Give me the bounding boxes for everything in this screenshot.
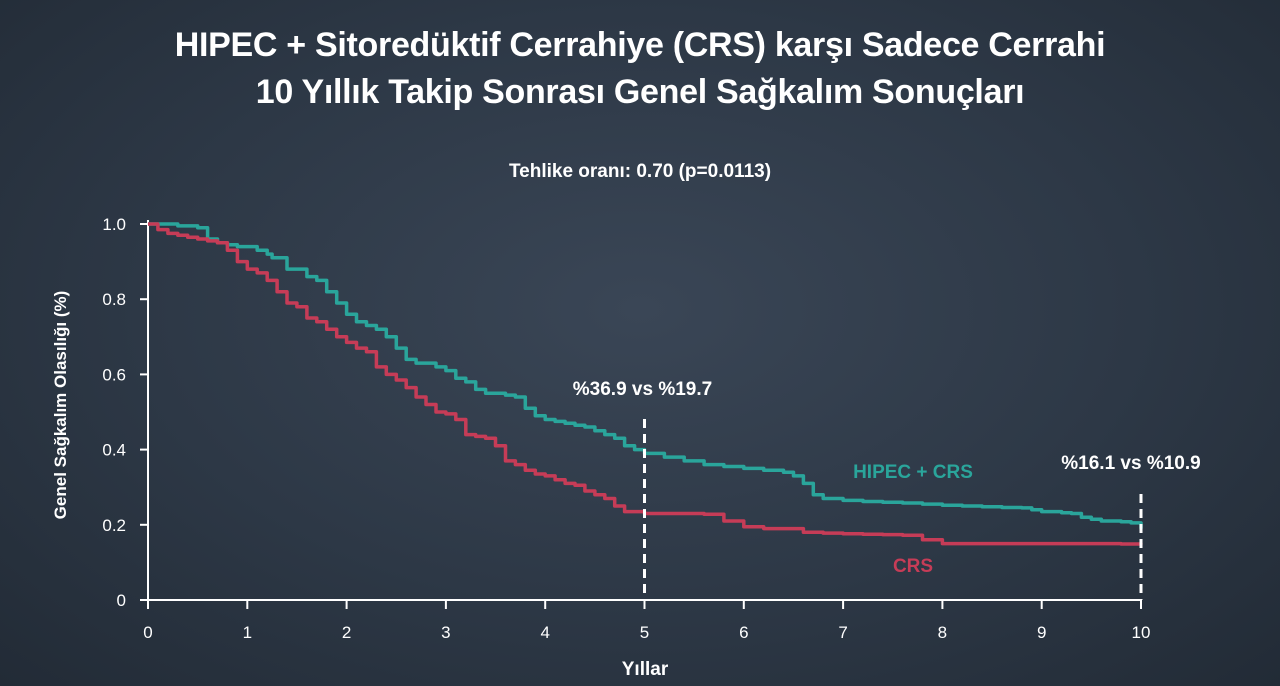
annotation-label-10: %16.1 vs %10.9 (1061, 453, 1200, 474)
chart-subtitle: Tehlike oranı: 0.70 (p=0.0113) (508, 161, 772, 182)
y-axis-label: Genel Sağkalım Olasılığı (%) (51, 291, 70, 520)
y-tick-label: 0.6 (102, 365, 126, 384)
x-tick-label: 1 (243, 623, 252, 642)
survival-curves (148, 222, 1143, 546)
survival-curve-crs (148, 222, 1143, 546)
x-tick-label: 0 (143, 623, 152, 642)
x-tick-label: 9 (1037, 623, 1046, 642)
chart-title-line2: 10 Yıllık Takip Sonrası Genel Sağkalım S… (255, 73, 1025, 111)
x-tick-label: 10 (1132, 623, 1151, 642)
x-tick-label: 3 (441, 623, 450, 642)
annotation-label-5: %36.9 vs %19.7 (573, 379, 712, 400)
x-tick-label: 5 (640, 623, 649, 642)
y-tick-label: 0 (117, 591, 126, 610)
chart-title: HIPEC + Sitoredüktif Cerrahiye (CRS) kar… (174, 26, 1106, 64)
y-tick-label: 1.0 (102, 215, 126, 234)
x-tick-label: 6 (739, 623, 748, 642)
y-tick-label: 0.8 (102, 290, 126, 309)
x-axis-ticks: 0 1 2 3 4 5 6 7 8 9 10 (143, 600, 1150, 642)
survival-curve-hipec-crs (148, 222, 1143, 529)
y-axis-ticks: 0 0.2 0.4 0.6 0.8 1.0 (102, 215, 148, 610)
annotations: %36.9 vs %19.7 %16.1 vs %10.9 (573, 379, 1201, 600)
series-label-hipec-crs: HIPEC + CRS (853, 462, 973, 483)
x-tick-label: 7 (838, 623, 847, 642)
x-tick-label: 2 (342, 623, 351, 642)
x-axis-label: Yıllar (622, 659, 669, 680)
series-label-crs: CRS (893, 556, 933, 577)
y-tick-label: 0.4 (102, 441, 126, 460)
x-tick-label: 8 (938, 623, 947, 642)
x-tick-label: 4 (540, 623, 549, 642)
y-tick-label: 0.2 (102, 516, 126, 535)
